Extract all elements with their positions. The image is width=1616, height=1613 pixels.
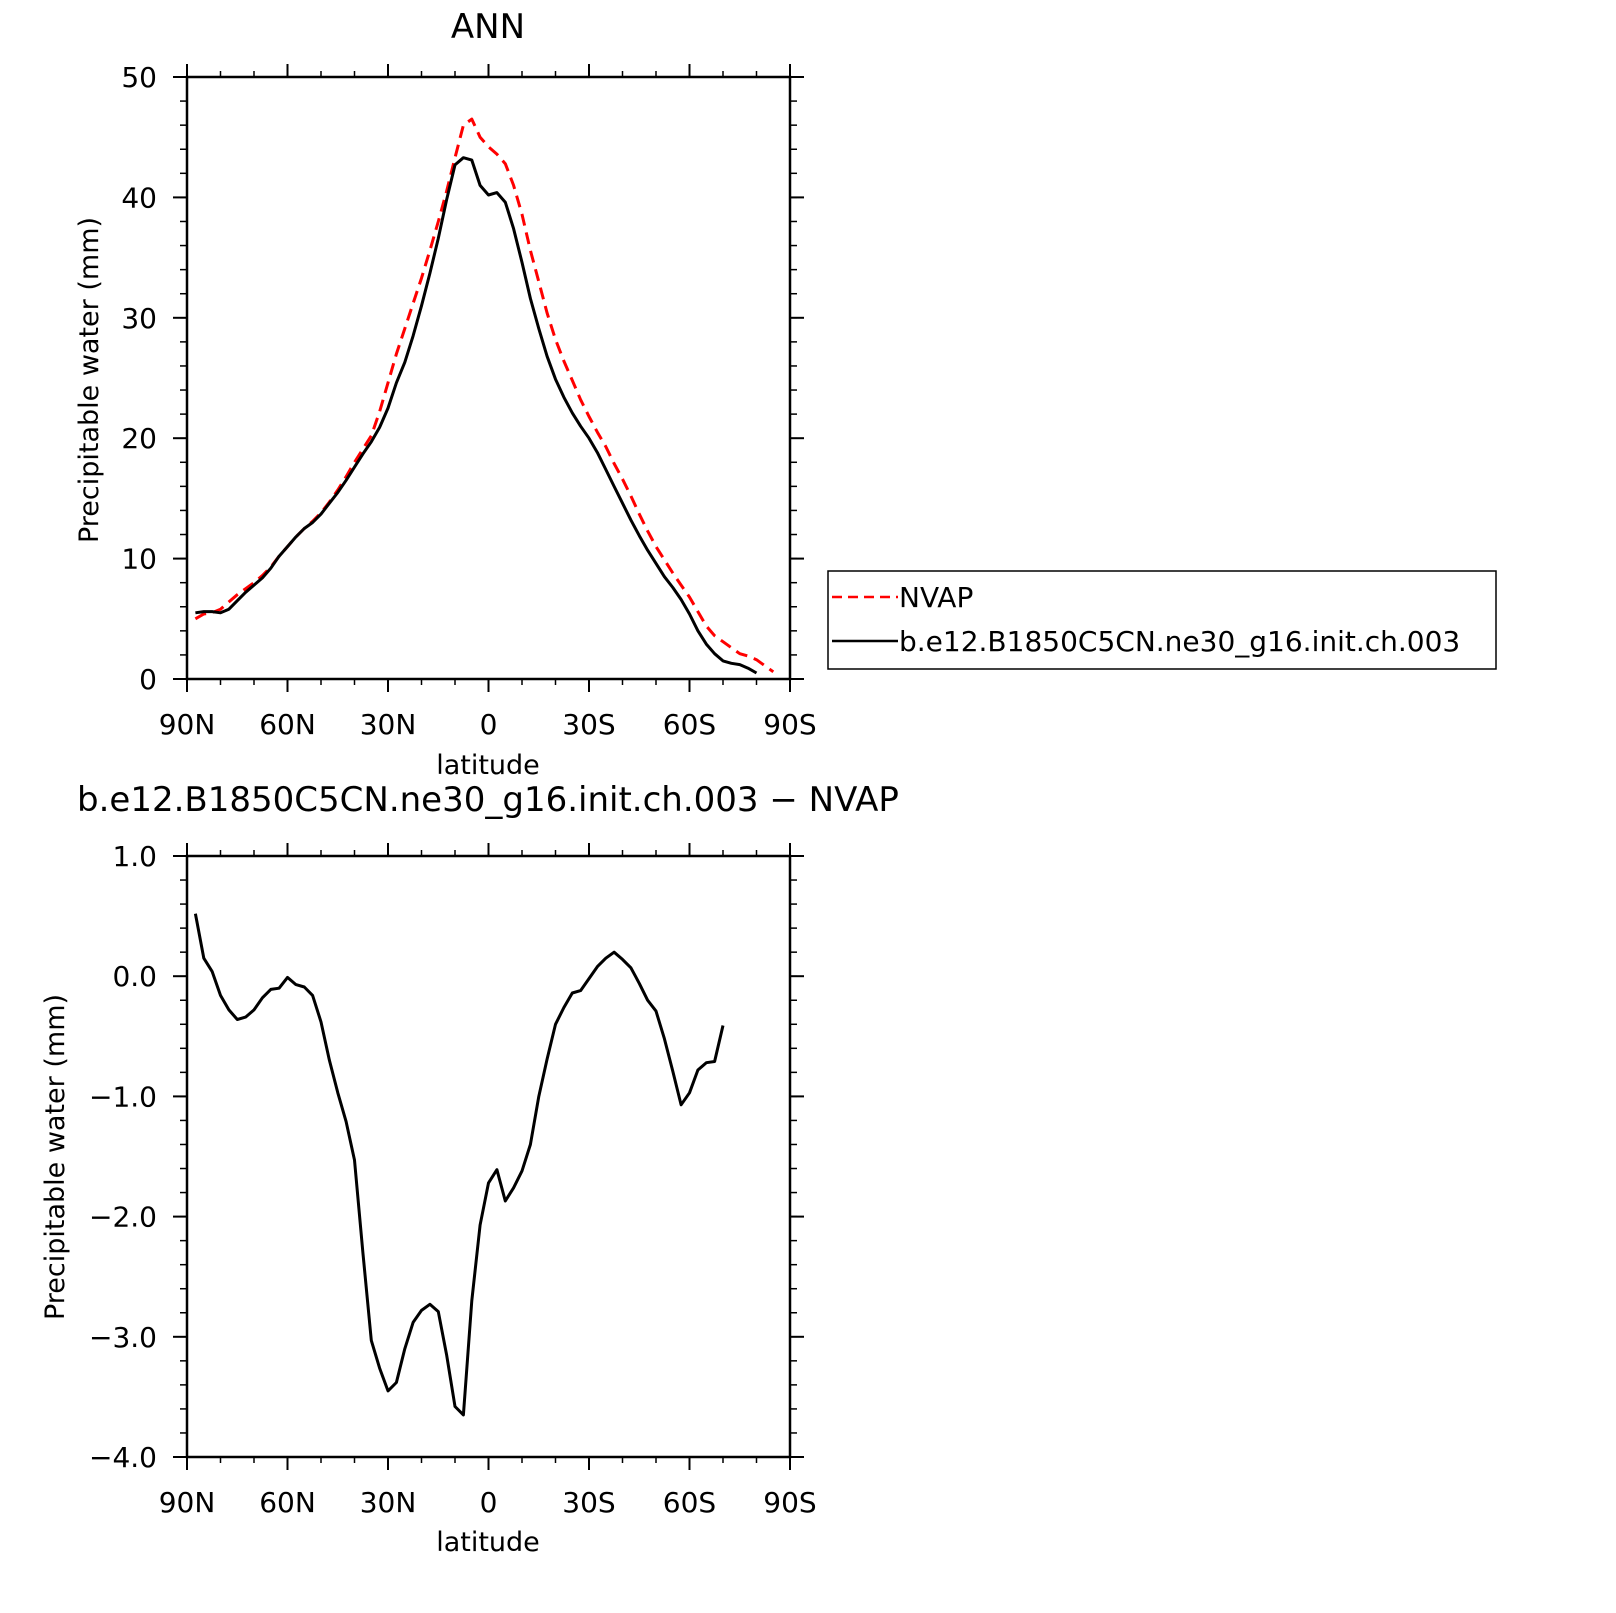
bottom-y-tick-labels: 1.0 0.0 −1.0 −2.0 −3.0 −4.0 (89, 840, 157, 1474)
x-tick-label: 60S (663, 708, 716, 741)
top-chart-title: ANN (451, 7, 525, 47)
y-tick-label: 30 (121, 302, 157, 335)
x-tick-label: 60S (663, 1486, 716, 1519)
x-tick-label: 90S (763, 708, 816, 741)
bottom-panel: b.e12.B1850C5CN.ne30_g16.init.ch.003 − N… (40, 780, 899, 1558)
x-tick-label: 90N (159, 1486, 216, 1519)
x-tick-label: 0 (480, 1486, 498, 1519)
top-y-axis-label: Precipitable water (mm) (74, 217, 105, 543)
top-y-tick-labels: 0 10 20 30 40 50 (121, 61, 157, 696)
y-tick-label: 10 (121, 543, 157, 576)
top-x-axis-label: latitude (436, 750, 540, 781)
y-tick-label: −3.0 (89, 1321, 157, 1354)
bottom-chart-title: b.e12.B1850C5CN.ne30_g16.init.ch.003 − N… (77, 780, 899, 820)
bottom-series-lines (193, 913, 725, 1417)
x-tick-label: 30S (562, 708, 615, 741)
x-tick-label: 0 (480, 708, 498, 741)
legend-label-nvap: NVAP (899, 581, 973, 614)
x-tick-label: 60N (259, 708, 316, 741)
x-tick-label: 30N (360, 1486, 417, 1519)
bottom-plot-frame (185, 854, 792, 1459)
y-tick-label: 50 (121, 61, 157, 94)
bottom-x-tick-labels: 90N 60N 30N 0 30S 60S 90S (159, 1486, 817, 1519)
top-x-tick-labels: 90N 60N 30N 0 30S 60S 90S (159, 708, 817, 741)
bottom-y-axis-label: Precipitable water (mm) (40, 994, 71, 1320)
x-tick-label: 90N (159, 708, 216, 741)
y-tick-label: −1.0 (89, 1080, 157, 1113)
y-tick-label: −4.0 (89, 1441, 157, 1474)
top-axis-ticks (173, 64, 804, 692)
y-tick-label: 40 (121, 181, 157, 214)
top-series-lines (194, 117, 775, 675)
bottom-x-axis-label: latitude (436, 1527, 540, 1558)
series-line-nvap (194, 117, 775, 674)
y-tick-label: 0 (139, 663, 157, 696)
legend-label-model: b.e12.B1850C5CN.ne30_g16.init.ch.003 (899, 625, 1460, 658)
x-tick-label: 90S (763, 1486, 816, 1519)
series-line-b-e12-b1850c5cn-ne30-g16-init-ch-003 (195, 156, 758, 675)
legend-box (827, 570, 1497, 670)
top-plot-frame (185, 75, 792, 681)
x-tick-label: 30S (562, 1486, 615, 1519)
x-tick-label: 30N (360, 708, 417, 741)
series-line-difference (193, 913, 725, 1417)
y-tick-label: −2.0 (89, 1201, 157, 1234)
x-tick-label: 60N (259, 1486, 316, 1519)
top-panel: ANN 0 10 20 30 40 50 90N 60N 30N 0 30S 60S 90S lati… (74, 7, 1497, 781)
bottom-axis-ticks (173, 843, 804, 1470)
y-tick-label: 0.0 (112, 960, 157, 993)
y-tick-label: 1.0 (112, 840, 157, 873)
y-tick-label: 20 (121, 422, 157, 455)
legend: NVAP b.e12.B1850C5CN.ne30_g16.init.ch.00… (827, 570, 1497, 670)
